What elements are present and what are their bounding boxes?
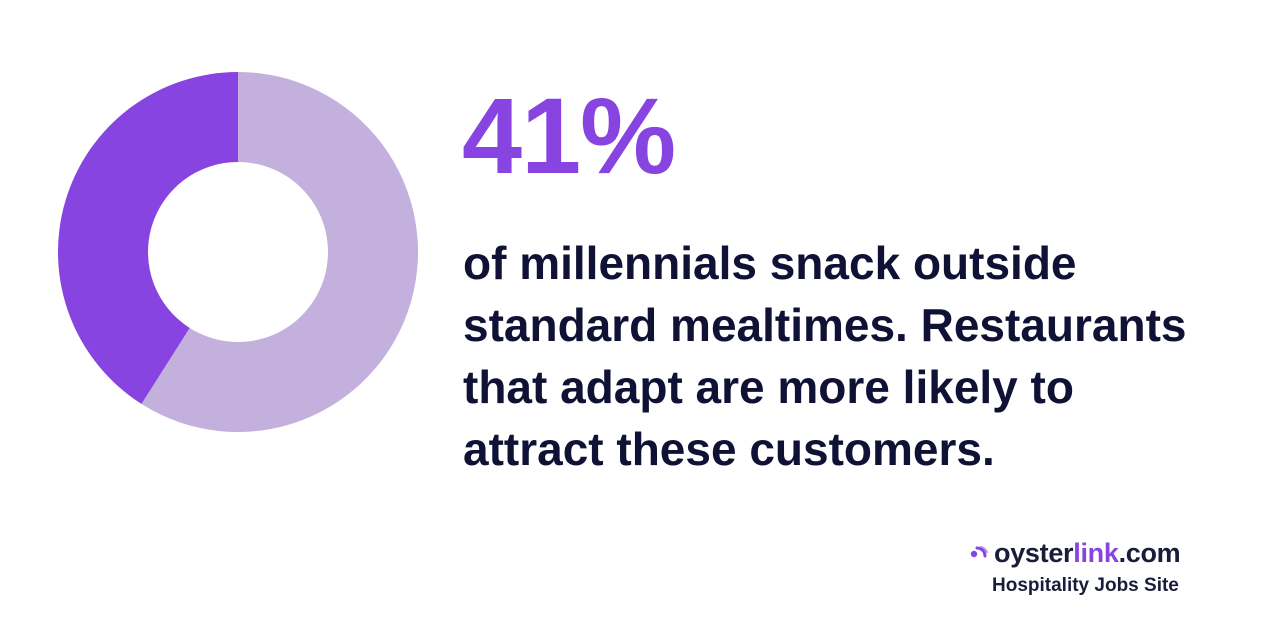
brand-logo: oyster link .com [968,538,1228,569]
headline-line: standard mealtimes. Restaurants [463,299,1187,351]
brand-tagline: Hospitality Jobs Site [992,575,1179,596]
donut-chart [58,72,418,432]
brand-name-part1: oyster [994,538,1074,568]
brand-name-part3: .com [1118,538,1181,568]
headline-line: of millennials snack outside [463,237,1077,289]
donut-slice-highlight [58,72,238,404]
headline-line: attract these customers. [463,423,995,475]
donut-slices [58,72,418,432]
headline-line: that adapt are more likely to [463,361,1074,413]
oyster-logo-icon [970,545,988,557]
brand-name-part2: link [1073,538,1119,568]
brand-block: oyster link .com Hospitality Jobs Site [968,538,1228,597]
donut-slice-remainder [141,72,418,432]
headline: of millennials snack outside standard me… [463,232,1263,480]
big-stat-value: 41% [462,75,676,196]
